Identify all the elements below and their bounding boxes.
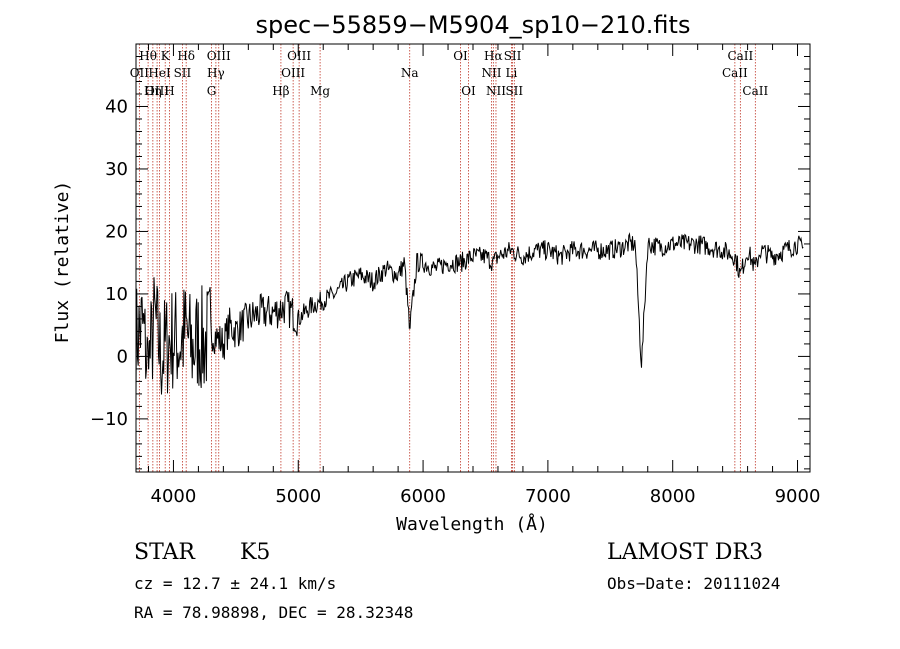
- emission-line-label: OI: [453, 49, 468, 63]
- y-tick-label: 10: [105, 284, 128, 305]
- object-subclass: K5: [240, 540, 271, 565]
- chart-title: spec−55859−M5904_sp10−210.fits: [256, 11, 691, 39]
- emission-line-label: CaII: [722, 66, 748, 80]
- y-tick-label: 30: [105, 159, 128, 180]
- y-tick-label: −10: [90, 409, 128, 430]
- emission-line-label: Hβ: [272, 84, 289, 98]
- x-tick-label: 4000: [151, 486, 197, 507]
- emission-line-label: OIII: [287, 49, 311, 63]
- x-axis-label: Wavelength (Å): [396, 513, 548, 535]
- x-tick-label: 9000: [775, 486, 821, 507]
- emission-line-label: NII: [486, 84, 506, 98]
- emission-line-label: Li: [506, 66, 518, 80]
- spectrum-chart: spec−55859−M5904_sp10−210.fits Hθ OII OIII…: [52, 11, 821, 535]
- redshift-info: cz = 12.7 ± 24.1 km/s: [134, 574, 337, 593]
- emission-line-label: OII: [130, 66, 150, 80]
- object-class: STAR: [134, 540, 195, 565]
- emission-line-label: CaII: [727, 49, 753, 63]
- x-tick-label: 8000: [650, 486, 696, 507]
- emission-line-label: Hγ: [207, 66, 225, 80]
- emission-line-label: SII: [505, 84, 523, 98]
- x-tick-label: 7000: [525, 486, 571, 507]
- emission-line-markers: [138, 44, 756, 472]
- sky-coordinates: RA = 78.98898, DEC = 28.32348: [134, 603, 414, 622]
- emission-line-label: K: [161, 49, 171, 63]
- emission-line-label: Mg: [310, 84, 330, 98]
- emission-line-label: H: [164, 84, 174, 98]
- x-tick-label: 6000: [400, 486, 446, 507]
- spectrum-line: [135, 232, 804, 395]
- emission-line-label: OI: [461, 84, 476, 98]
- y-axis-label: Flux (relative): [52, 181, 73, 344]
- emission-line-label: Hθ: [139, 49, 157, 63]
- emission-line-label: Na: [401, 66, 419, 80]
- emission-line-label: CaII: [742, 84, 768, 98]
- emission-line-label: Hδ: [177, 49, 195, 63]
- y-axis: −10 0 10 20 30 40: [90, 55, 810, 470]
- y-tick-label: 0: [117, 346, 128, 367]
- emission-line-label: G: [207, 84, 217, 98]
- observation-date: Obs−Date: 20111024: [607, 574, 781, 593]
- y-tick-label: 20: [105, 221, 128, 242]
- emission-line-label: HeI: [148, 66, 171, 80]
- emission-line-label: OIII: [145, 84, 169, 98]
- emission-line-label: SII: [504, 49, 522, 63]
- emission-line-label: OIII: [207, 49, 231, 63]
- emission-line-label: OIII: [281, 66, 305, 80]
- x-axis: 4000 5000 6000 7000 8000 9000: [147, 44, 821, 507]
- y-tick-label: 40: [105, 96, 128, 117]
- x-tick-label: 5000: [275, 486, 321, 507]
- emission-line-label: SII: [174, 66, 192, 80]
- emission-line-label: Hα: [484, 49, 503, 63]
- survey-name: LAMOST DR3: [607, 540, 763, 565]
- emission-line-label: Hη: [144, 84, 162, 98]
- emission-line-label: NII: [481, 66, 501, 80]
